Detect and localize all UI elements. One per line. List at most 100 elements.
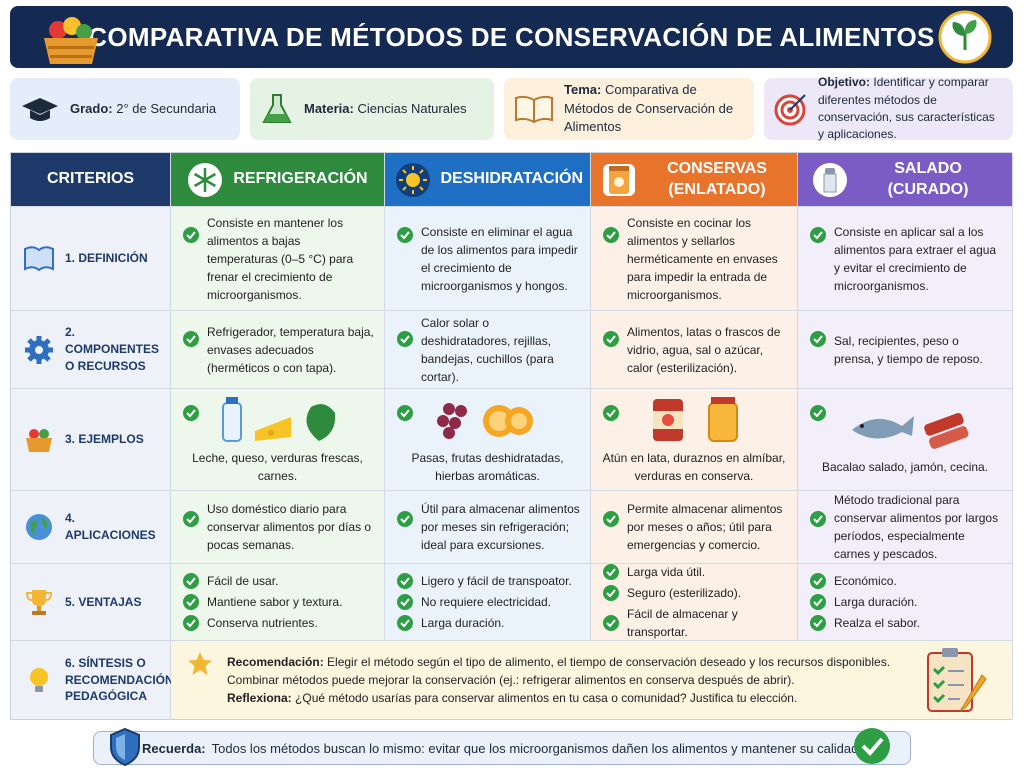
cell-list: Fácil de usar. Mantiene sabor y textura. C…	[171, 564, 385, 641]
check-icon	[183, 573, 199, 589]
column-title: DESHIDRATACIÓN	[440, 170, 584, 188]
info-value: Identificar y comparar diferentes método…	[818, 75, 995, 142]
example-icons	[436, 402, 533, 439]
item-text: Realza el sabor.	[834, 616, 921, 630]
example-icons	[852, 412, 969, 449]
cell-example: Leche, queso, verduras frescas, carnes.	[171, 389, 385, 491]
cell-text: Consiste en cocinar los alimentos y sell…	[591, 207, 798, 311]
synthesis-line: Recomendación: Elegir el método según el…	[227, 653, 906, 671]
column-title: CONSERVAS (ENLATADO)	[667, 159, 767, 198]
criterion-label: 1. DEFINICIÓN	[65, 251, 148, 266]
column-header: CONSERVAS (ENLATADO)	[591, 153, 798, 207]
info-value: 2° de Secundaria	[116, 100, 217, 116]
info-card: Objetivo: Identificar y comparar diferen…	[764, 75, 1013, 142]
check-icon	[397, 227, 413, 243]
list-item: Ligero y fácil de transpoator.	[397, 572, 580, 590]
cell-text: Calor solar o deshidratadores, rejillas,…	[385, 311, 591, 389]
text: Útil para almacenar alimentos por meses …	[421, 502, 580, 552]
example-icons	[221, 396, 335, 442]
criterion: 3. EJEMPLOS	[11, 389, 171, 491]
criterion-label: 2. COMPONENTES O RECURSOS	[65, 325, 160, 373]
list-item: No requiere electricidad.	[397, 593, 580, 611]
example-text: Pasas, frutas deshidratadas, hierbas aro…	[411, 450, 564, 483]
basket-icon	[44, 17, 98, 64]
criterion-icon	[24, 245, 54, 271]
synthesis-line: Reflexiona: ¿Qué método usarías para con…	[227, 689, 906, 707]
leaf-icon	[938, 10, 992, 64]
check-icon	[183, 511, 199, 527]
criterion-icon	[26, 514, 52, 540]
info-label: Tema:	[564, 81, 602, 97]
column-icon	[603, 163, 635, 196]
text: Consiste en mantener los alimentos a baj…	[207, 215, 354, 302]
text: Calor solar o deshidratadores, rejillas,…	[421, 315, 554, 384]
cell-text: Refrigerador, temperatura baja, envases …	[171, 311, 385, 389]
info-text: Tema: Comparativa de Métodos de Conserva…	[564, 81, 744, 138]
synthesis-line: Combinar métodos puede mejorar la conser…	[227, 671, 906, 689]
cell-text: Permite almacenar alimentos por meses o …	[591, 491, 798, 564]
line-text: Elegir el método según el tipo de alimen…	[327, 655, 891, 669]
book-icon	[515, 95, 553, 124]
text: Método tradicional para conservar alimen…	[834, 493, 999, 561]
line-text: ¿Qué método usarías para conservar alime…	[295, 691, 798, 705]
info-label: Grado:	[70, 100, 113, 116]
target-icon	[774, 94, 806, 126]
check-icon	[397, 511, 413, 527]
item-text: Fácil de usar.	[207, 574, 279, 588]
check-icon	[397, 594, 413, 610]
item-text: Ligero y fácil de transpoator.	[421, 574, 572, 588]
check-icon	[603, 227, 619, 243]
info-card: Tema: Comparativa de Métodos de Conserva…	[504, 78, 754, 140]
list-item: Económico.	[810, 572, 1002, 590]
flask-icon	[262, 94, 292, 123]
check-icon	[397, 573, 413, 589]
info-card: Grado: 2° de Secundaria	[10, 78, 240, 140]
list-item: Larga vida útil.	[603, 563, 787, 581]
text: Consiste en aplicar sal a los alimentos …	[834, 224, 997, 293]
title: COMPARATIVA DE MÉTODOS DE CONSERVACIÓN D…	[88, 21, 935, 52]
list-item: Fácil de usar.	[183, 572, 374, 590]
text: Permite almacenar alimentos por meses o …	[627, 502, 783, 552]
cell-text: Consiste en aplicar sal a los alimentos …	[798, 207, 1013, 311]
check-icon	[810, 594, 826, 610]
cell-list: Larga vida útil. Seguro (esterilizado). Fá…	[591, 564, 798, 641]
line-text: Combinar métodos puede mejorar la conser…	[227, 673, 795, 687]
criterion-label: 5. VENTAJAS	[65, 594, 142, 609]
check-icon	[810, 511, 826, 527]
check-icon	[183, 615, 199, 631]
check-icon	[183, 331, 199, 347]
item-text: Conserva nutrientes.	[207, 616, 318, 630]
footer-text: Todos los métodos buscan lo mismo: evita…	[211, 740, 862, 756]
item-text: Fácil de almacenar y transportar.	[627, 607, 738, 639]
header-bar: COMPARATIVA DE MÉTODOS DE CONSERVACIÓN D…	[10, 6, 1013, 68]
cell-example: Bacalao salado, jamón, cecina.	[798, 389, 1013, 491]
cell-text: Sal, recipientes, peso o prensa, y tiemp…	[798, 311, 1013, 389]
list-item: Mantiene sabor y textura.	[183, 593, 374, 611]
text: Consiste en eliminar el agua de los alim…	[421, 224, 578, 293]
criterion-icon	[25, 590, 53, 615]
item-text: Larga duración.	[421, 616, 505, 630]
criterion: 2. COMPONENTES O RECURSOS	[11, 311, 171, 389]
list-item: Larga duración.	[397, 614, 580, 632]
column-header: SALADO (CURADO)	[798, 153, 1013, 207]
cell-text: Útil para almacenar alimentos por meses …	[385, 491, 591, 564]
column-icon	[188, 162, 223, 197]
info-text: Materia: Ciencias Naturales	[304, 100, 467, 119]
item-text: Seguro (esterilizado).	[627, 586, 742, 600]
cell-text: Método tradicional para conservar alimen…	[798, 491, 1013, 564]
check-icon	[603, 585, 619, 601]
example-text: Bacalao salado, jamón, cecina.	[821, 459, 989, 474]
check-icon	[183, 594, 199, 610]
list-item: Seguro (esterilizado).	[603, 584, 787, 602]
cell-text: Alimentos, latas o frascos de vidrio, ag…	[591, 311, 798, 389]
text: Alimentos, latas o frascos de vidrio, ag…	[627, 324, 781, 375]
comparison-table: CRITERIOS REFRIGERACIÓN DESHIDRATACIÓN CONS…	[10, 152, 1013, 720]
synthesis-lines: Recomendación: Elegir el método según el…	[227, 653, 906, 707]
line-label: Reflexiona:	[227, 691, 292, 705]
info-label: Objetivo:	[818, 75, 871, 90]
check-icon	[810, 405, 826, 421]
column-icon	[395, 162, 430, 197]
text: Consiste en cocinar los alimentos y sell…	[627, 215, 778, 302]
item-text: Mantiene sabor y textura.	[207, 595, 343, 609]
example-icons	[653, 396, 738, 442]
